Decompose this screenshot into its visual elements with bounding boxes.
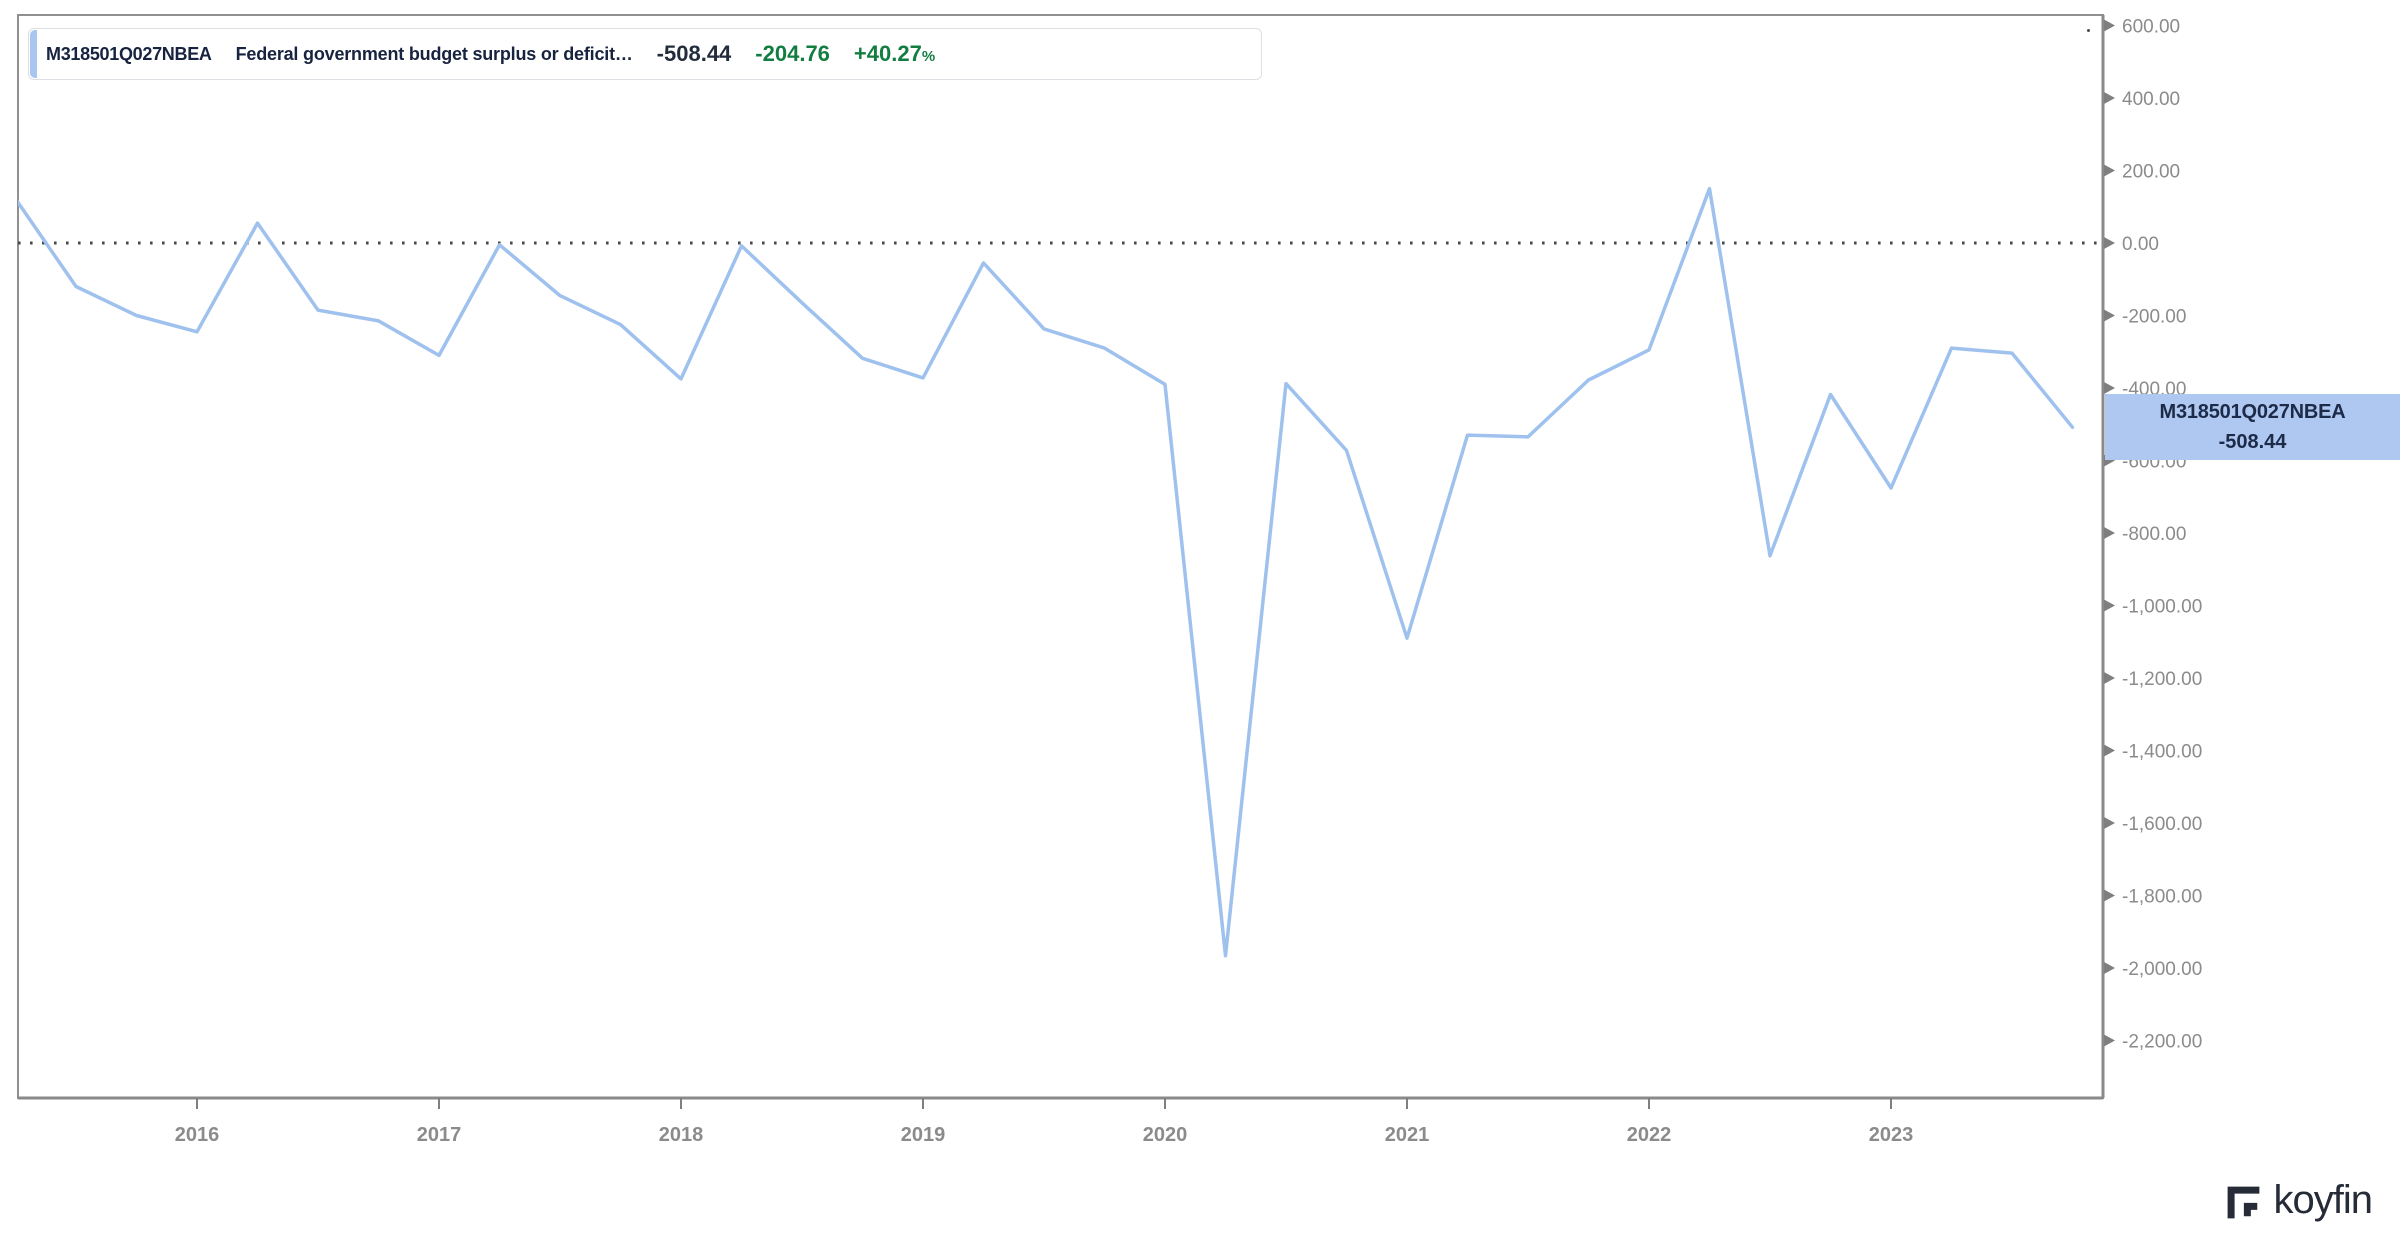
x-tick-label: 2020 <box>1143 1124 1188 1146</box>
x-tick-label: 2018 <box>659 1124 704 1146</box>
y-tick-arrow <box>2104 382 2115 394</box>
x-tick-label: 2019 <box>901 1124 946 1146</box>
legend-percent-change: +40.27% <box>853 41 936 66</box>
y-tick-label: -800.00 <box>2122 524 2186 545</box>
badge-ticker: M318501Q027NBEA <box>2159 401 2346 424</box>
y-tick-label: -1,200.00 <box>2122 669 2202 690</box>
y-tick-label: -1,000.00 <box>2122 597 2202 618</box>
y-tick-arrow <box>2104 309 2115 322</box>
y-tick-arrow <box>2104 19 2115 32</box>
legend-accent-bar <box>30 30 37 78</box>
y-tick-arrow <box>2104 237 2115 249</box>
y-tick-arrow <box>2104 817 2115 829</box>
y-tick-label: -1,800.00 <box>2122 887 2202 908</box>
y-tick-label: -1,600.00 <box>2122 814 2202 835</box>
y-tick-label: -200.00 <box>2122 307 2186 328</box>
y-tick-label: 400.00 <box>2122 89 2180 110</box>
x-axis: 2016 2017 2018 2019 2020 2021 2022 2023 <box>175 1098 1914 1146</box>
legend-ticker: M318501Q027NBEA <box>46 43 212 64</box>
koyfin-logo-text: koyfin <box>2273 1177 2373 1222</box>
y-tick-label: 0.00 <box>2122 234 2159 255</box>
x-tick-label: 2016 <box>175 1124 220 1146</box>
y-tick-arrow <box>2104 92 2115 104</box>
x-tick-label: 2022 <box>1627 1124 1672 1146</box>
y-tick-arrow <box>2104 672 2115 684</box>
x-tick-label: 2017 <box>417 1124 462 1146</box>
x-tick-label: 2023 <box>1869 1124 1914 1146</box>
y-tick-label: 200.00 <box>2122 162 2180 183</box>
y-tick-arrow <box>2104 599 2115 612</box>
y-tick-arrow <box>2104 889 2115 902</box>
plot-border <box>17 14 2105 1100</box>
y-tick-label: 600.00 <box>2122 17 2180 38</box>
y-tick-label: -2,000.00 <box>2122 959 2202 980</box>
legend-description: Federal government budget surplus or def… <box>235 43 633 64</box>
koyfin-logo-icon <box>2227 1186 2259 1219</box>
koyfin-watermark: koyfin <box>2217 1176 2373 1224</box>
y-tick-label: -1,400.00 <box>2122 742 2202 763</box>
crosshair-dot <box>2087 29 2090 32</box>
series-line[interactable] <box>16 186 2075 958</box>
legend-last-value: -508.44 <box>656 41 732 66</box>
chart-plot-area[interactable] <box>18 15 2103 1098</box>
last-value-axis-badge: M318501Q027NBEA -508.44 <box>2105 394 2400 461</box>
y-tick-arrow <box>2104 1034 2115 1047</box>
series-legend[interactable]: M318501Q027NBEA Federal government budge… <box>28 28 1262 80</box>
y-tick-arrow <box>2104 744 2115 757</box>
legend-change-value: -204.76 <box>755 41 830 66</box>
y-tick-arrow <box>2104 962 2115 974</box>
badge-value: -508.44 <box>2218 431 2287 454</box>
y-tick-arrow <box>2104 164 2115 177</box>
y-tick-arrow <box>2104 527 2115 539</box>
y-axis: 600.00400.00200.000.00-200.00-400.00-600… <box>2104 17 2202 1053</box>
percent-sign: % <box>921 48 936 65</box>
x-tick-label: 2021 <box>1385 1124 1430 1146</box>
y-tick-label: -2,200.00 <box>2122 1032 2202 1053</box>
